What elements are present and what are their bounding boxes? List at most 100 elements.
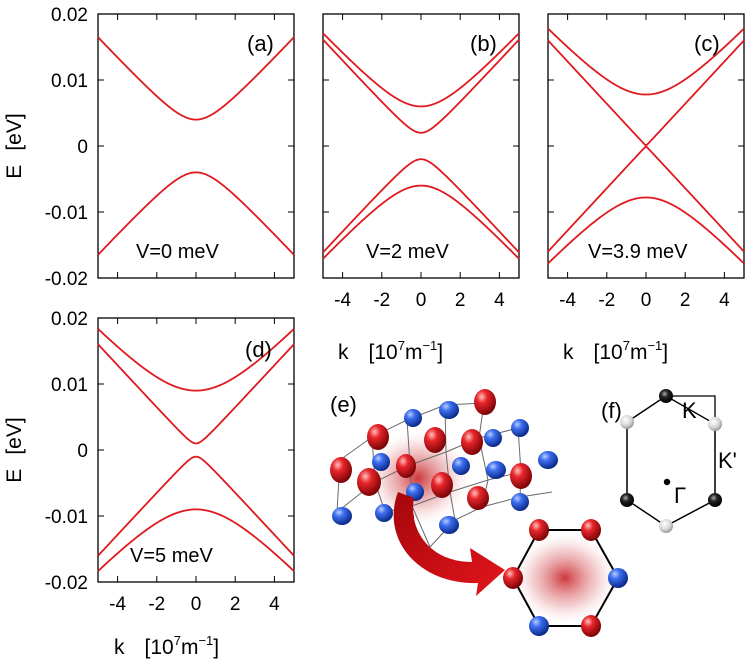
y-tick-label: -0.02 (45, 269, 88, 290)
panel-d: 0.02 0.01 0 -0.01 -0.02 -4 -2 0 2 4 (d) V=5 meV (45, 309, 295, 615)
panel-b-curves (322, 32, 520, 260)
x-axis-label-c: k [107m−1] (563, 338, 668, 364)
band-curve-v1 (97, 455, 295, 557)
x-axis-label-exp: 7 (174, 633, 181, 648)
hexagon-atom-red (581, 519, 601, 541)
hexagon-glow (510, 530, 620, 626)
panel-c-annotation: V=3.9 meV (588, 241, 688, 263)
svg-text:k[107m−1]: k [107m−1] (338, 338, 443, 364)
x-tick-label: -4 (109, 594, 126, 615)
x-tick-label: 2 (680, 290, 691, 311)
x-tick-label: -4 (334, 290, 351, 311)
y-tick-label: -0.01 (45, 507, 88, 528)
atom-blue (452, 457, 470, 475)
atom-blue (372, 453, 390, 471)
panel-d-curves (97, 328, 295, 572)
x-axis-label-m: m (181, 636, 199, 659)
panel-d-label: (d) (245, 337, 272, 362)
atom-blue (511, 419, 529, 437)
panel-a-label: (a) (247, 31, 274, 56)
band-curve-c2 (97, 328, 295, 392)
band-curve-c1 (547, 39, 745, 147)
band-curve-v1 (547, 145, 745, 253)
x-tick-label: -2 (598, 290, 615, 311)
panel-c-curves (547, 27, 745, 265)
gamma-point (663, 478, 671, 486)
x-axis-label-unit-open: [10 (145, 636, 174, 659)
panel-c-label: (c) (694, 31, 720, 56)
zoom-hexagon (503, 519, 628, 637)
brillouin-label: (f) (601, 398, 622, 423)
k-point-black (659, 389, 673, 403)
atom-red (510, 463, 532, 489)
y-tick-label: 0.01 (51, 71, 88, 92)
x-axis-label-exp: 7 (398, 338, 405, 353)
panel-a: 0.02 0.01 0 -0.01 -0.02 (a) V=0 meV (45, 5, 295, 290)
band-curve-c1 (322, 38, 520, 134)
x-axis-label-close: ] (437, 341, 443, 364)
x-axis-label-exp: 7 (623, 338, 630, 353)
brillouin-hexagon-outline (626, 395, 716, 527)
y-tick-label: -0.01 (45, 203, 88, 224)
y-tick-label: -0.02 (45, 573, 88, 594)
panel-c-ticks: -4 -2 0 2 4 (548, 13, 744, 311)
band-curve-v2 (97, 508, 295, 572)
hexagon-atom-blue (608, 568, 628, 588)
y-tick-label: 0 (77, 137, 88, 158)
x-tick-label: 4 (494, 290, 505, 311)
hexagon-atom-red (581, 615, 601, 637)
illustration-e-label: (e) (330, 392, 357, 417)
x-axis-label-d: k [107m−1] (114, 633, 219, 659)
atom-red (396, 454, 416, 478)
svg-text:E[eV]: E [eV] (3, 417, 26, 482)
band-curve-c2 (547, 27, 745, 96)
x-axis-label-m: m (630, 341, 648, 364)
k-label: K (682, 398, 697, 423)
x-tick-label: 0 (191, 594, 202, 615)
y-axis-label-unit: [eV] (3, 113, 26, 150)
k-point-white (659, 519, 673, 533)
x-tick-label: 0 (416, 290, 427, 311)
x-axis-label-k: k (338, 341, 349, 364)
x-axis-label-minus: −1 (198, 633, 213, 648)
panel-a-annotation: V=0 meV (136, 241, 219, 263)
svg-text:k[107m−1]: k [107m−1] (563, 338, 668, 364)
atom-blue (439, 516, 459, 534)
y-tick-label: 0 (77, 441, 88, 462)
panel-b: -4 -2 0 2 4 (b) V=2 meV (322, 13, 520, 311)
k-point-white (620, 415, 634, 429)
x-axis-label-m: m (405, 341, 423, 364)
band-curve-c1 (97, 343, 295, 445)
panel-b-ticks: -4 -2 0 2 4 (323, 13, 519, 311)
band-curve-conduction (97, 36, 295, 121)
band-curve-v1 (322, 158, 520, 254)
atom-blue (404, 409, 422, 427)
x-tick-label: 2 (455, 290, 466, 311)
x-tick-label: -4 (559, 290, 576, 311)
atom-red (367, 424, 389, 450)
x-tick-label: 4 (269, 594, 280, 615)
panel-a-ticks: 0.02 0.01 0 -0.01 -0.02 (45, 5, 294, 290)
x-tick-label: 4 (719, 290, 730, 311)
atom-red (330, 457, 352, 483)
band-curve-v2 (547, 196, 745, 265)
panel-a-curves (97, 36, 295, 256)
panel-c: -4 -2 0 2 4 (c) V=3.9 meV (547, 13, 745, 311)
x-axis-label-unit-open: [10 (369, 341, 398, 364)
kprime-label: K' (718, 448, 737, 473)
x-tick-label: -2 (373, 290, 390, 311)
k-point-black (620, 493, 634, 507)
y-tick-label: 0.01 (51, 375, 88, 396)
x-axis-label-close: ] (662, 341, 668, 364)
y-axis-label-e: E (3, 165, 26, 179)
y-axis-label-bottom: E [eV] (3, 417, 26, 482)
k-point-white (708, 417, 722, 431)
atom-blue (511, 493, 529, 511)
x-axis-label-close: ] (213, 636, 219, 659)
band-curve-v2 (322, 184, 520, 260)
atom-red (474, 389, 496, 415)
y-axis-label-e: E (3, 469, 26, 483)
atom-blue (486, 461, 506, 479)
atom-red (431, 472, 453, 498)
atom-blue (484, 429, 502, 447)
